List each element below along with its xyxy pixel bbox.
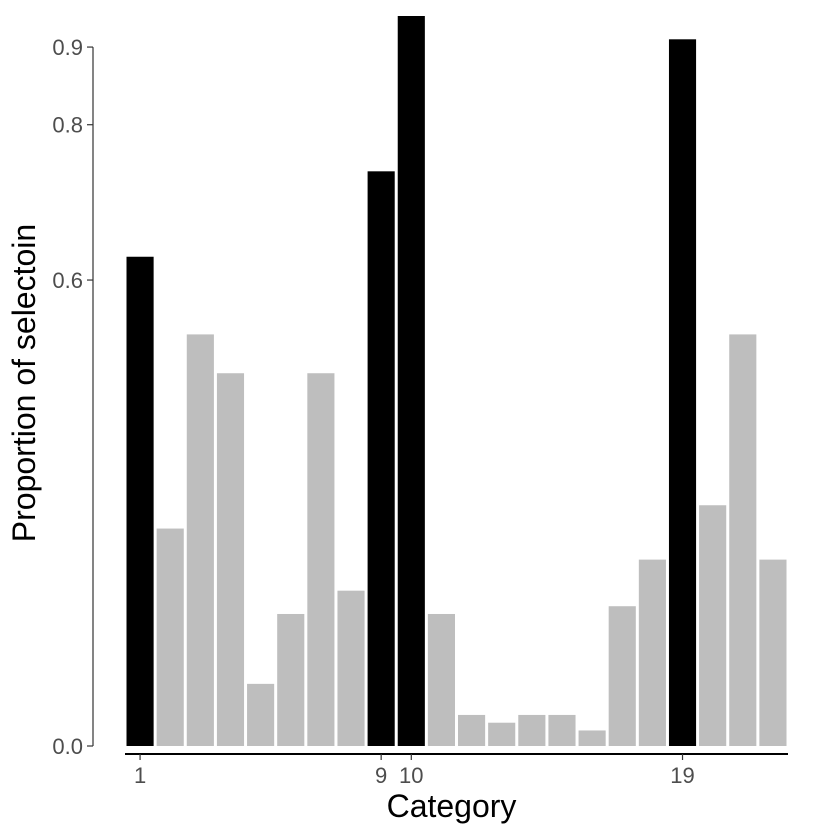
x-tick-label: 19 xyxy=(670,763,694,788)
bars-group xyxy=(126,16,787,747)
bar-category-12 xyxy=(458,714,486,746)
y-tick-label: 0.8 xyxy=(52,113,83,138)
y-axis-title: Proportion of selectoin xyxy=(6,224,42,542)
bar-category-15 xyxy=(548,714,576,746)
bar-category-10 xyxy=(397,16,425,746)
bar-category-3 xyxy=(186,334,214,746)
bar-category-19 xyxy=(668,39,697,747)
bar-category-18 xyxy=(638,559,666,746)
bar-category-4 xyxy=(216,373,245,746)
bar-category-20 xyxy=(699,505,727,746)
bar-category-11 xyxy=(427,613,455,746)
y-tick-label: 0.6 xyxy=(52,268,83,293)
bar-category-6 xyxy=(277,613,305,746)
bar-category-1 xyxy=(126,256,154,746)
x-tick-label: 1 xyxy=(134,763,146,788)
bar-category-14 xyxy=(518,714,546,746)
bar-category-8 xyxy=(337,590,365,746)
bar-category-7 xyxy=(307,373,335,746)
y-axis-ticks: 0.0 0.6 0.8 0.9 xyxy=(52,35,93,759)
bar-category-2 xyxy=(156,528,184,746)
bar-category-5 xyxy=(247,683,275,746)
x-tick-label: 10 xyxy=(399,763,423,788)
bar-category-13 xyxy=(488,722,516,746)
x-axis-title: Category xyxy=(387,788,517,824)
x-tick-label: 9 xyxy=(375,763,387,788)
y-tick-label: 0.0 xyxy=(52,734,83,759)
x-axis-ticks: 1 9 10 19 xyxy=(134,754,695,788)
y-tick-label: 0.9 xyxy=(52,35,83,60)
bar-category-9 xyxy=(367,171,395,746)
bar-category-16 xyxy=(578,730,606,746)
bar-category-17 xyxy=(608,606,636,746)
bar-category-22 xyxy=(759,559,787,746)
bar-category-21 xyxy=(729,334,757,746)
